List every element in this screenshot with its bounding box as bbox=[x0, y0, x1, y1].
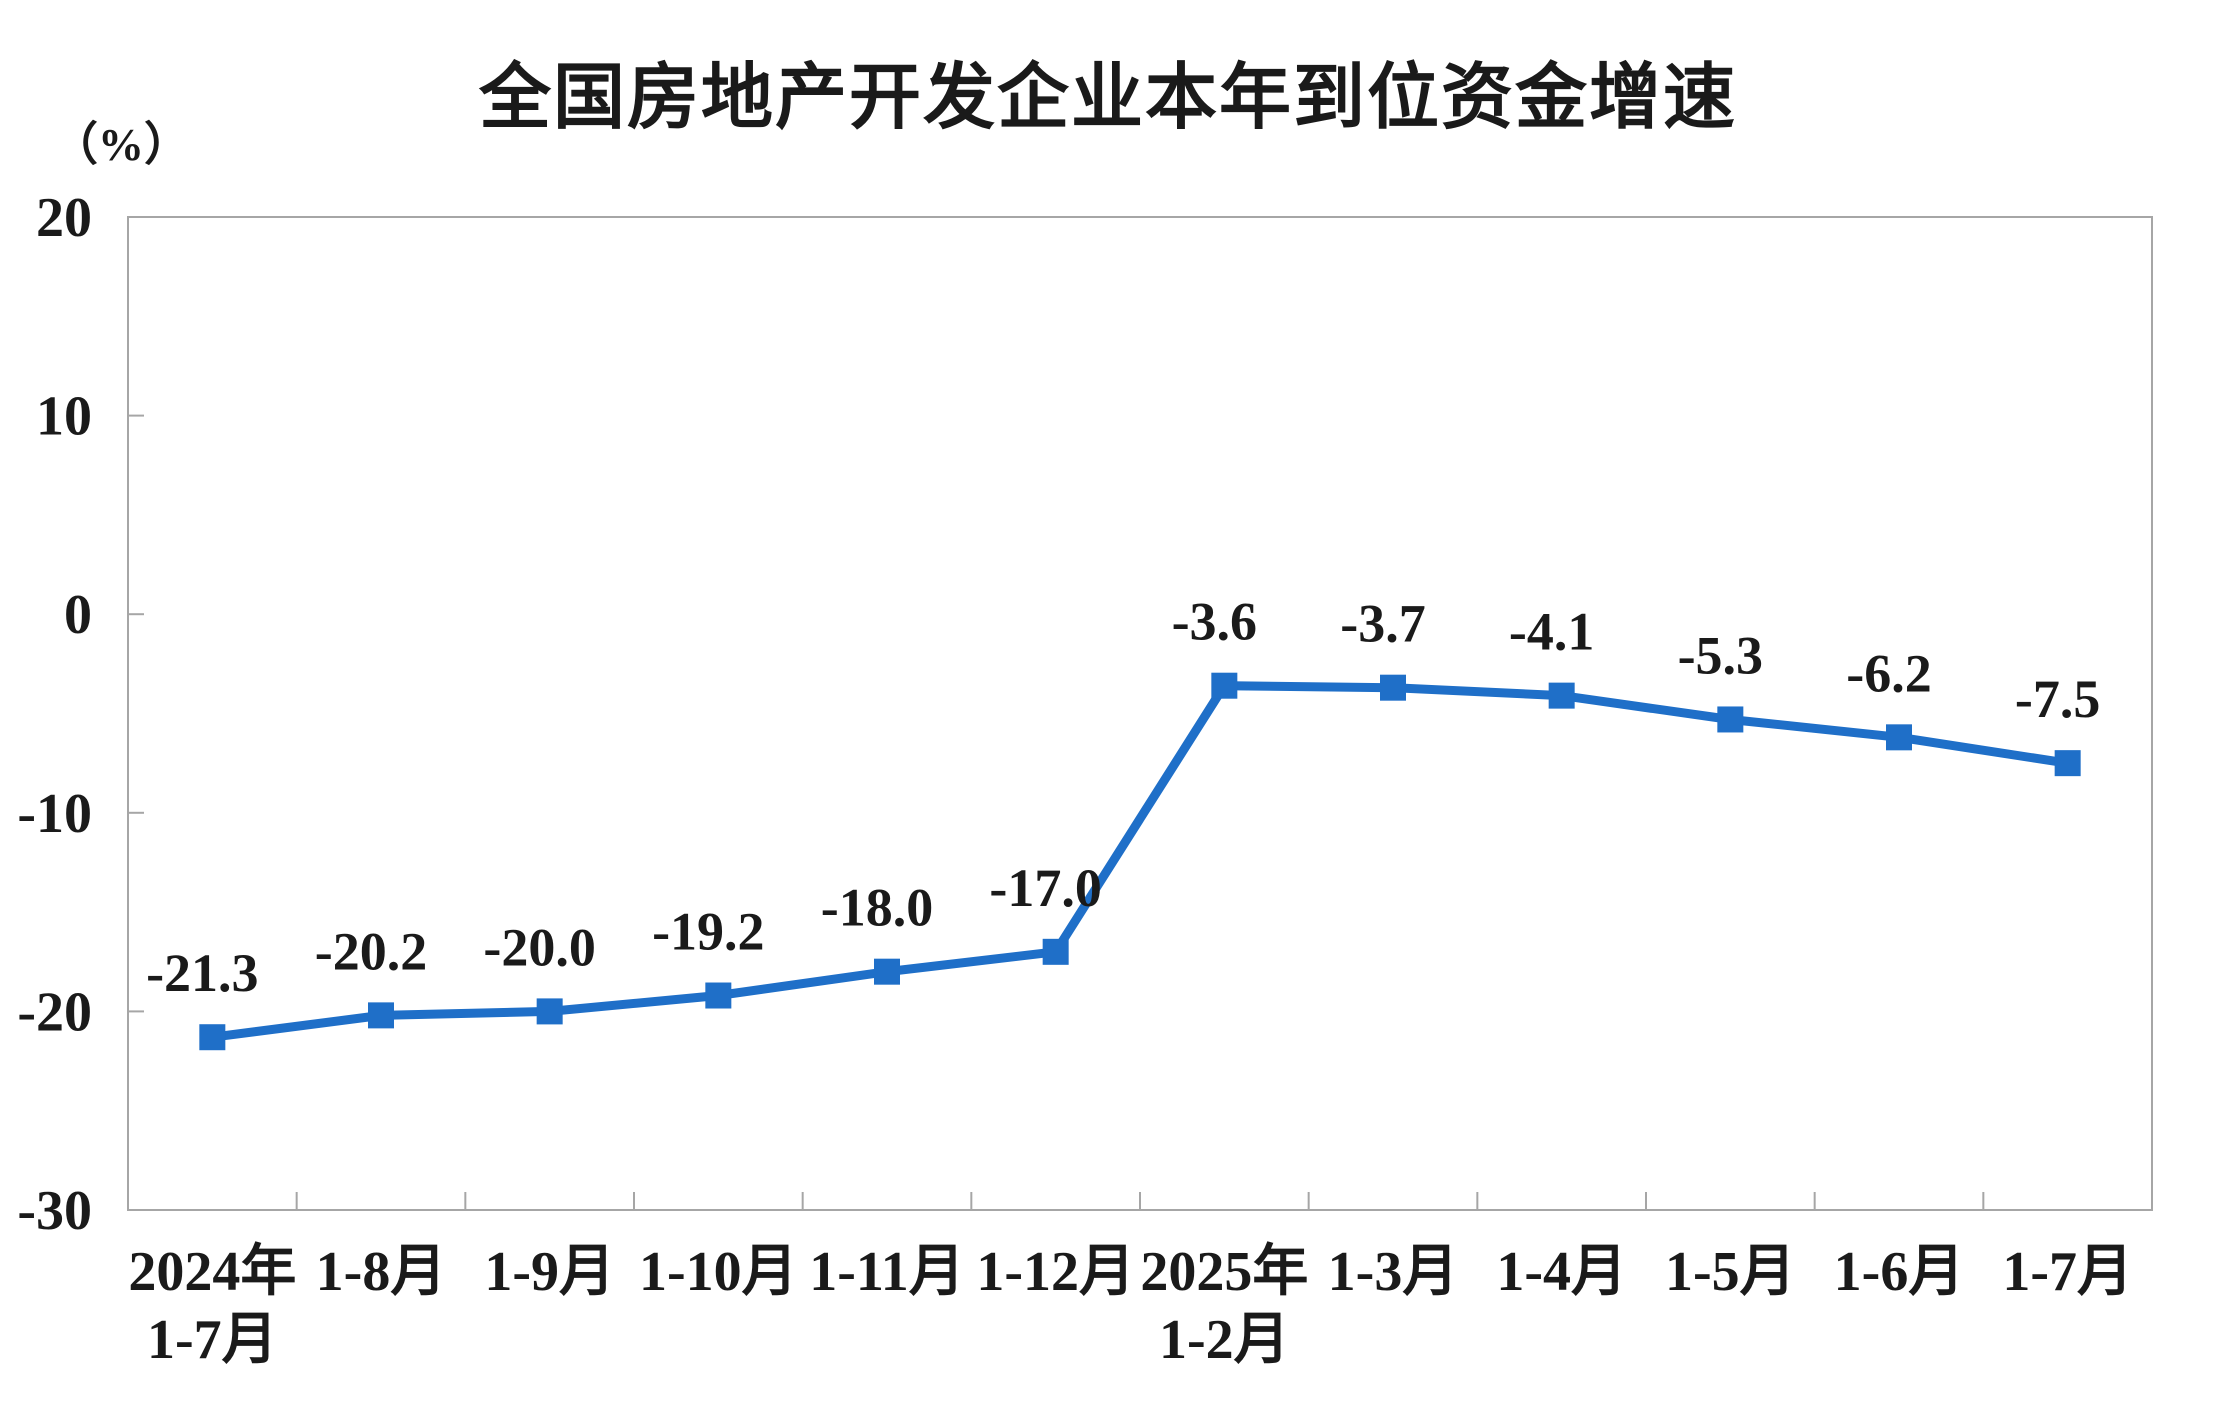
x-category-label: 1-8月 bbox=[316, 1241, 447, 1303]
data-label: -21.3 bbox=[146, 943, 258, 1003]
data-point-marker bbox=[368, 1002, 394, 1029]
x-category-label: 1-7月 bbox=[2002, 1241, 2133, 1303]
y-axis-unit-label: （%） bbox=[52, 119, 190, 170]
x-category-label: 1-11月 bbox=[809, 1241, 965, 1303]
x-category-label: 1-4月 bbox=[1496, 1241, 1627, 1303]
data-line bbox=[211, 681, 2069, 1042]
data-label: -4.1 bbox=[1509, 602, 1594, 662]
data-label: -3.7 bbox=[1340, 594, 1425, 654]
x-category-label: 1-12月 bbox=[976, 1241, 1135, 1303]
data-label: -19.2 bbox=[652, 902, 764, 962]
y-tick-label: 10 bbox=[36, 386, 92, 448]
x-category-label: 1-6月 bbox=[1834, 1241, 1965, 1303]
plot-border bbox=[127, 216, 2153, 1211]
data-label: -5.3 bbox=[1678, 625, 1763, 685]
data-point-marker bbox=[1380, 674, 1406, 701]
y-tick-label: -30 bbox=[17, 1180, 92, 1242]
x-category-label: 2025年 bbox=[1140, 1241, 1308, 1303]
x-category-label: 2024年 bbox=[128, 1241, 296, 1303]
data-point-marker bbox=[1886, 724, 1912, 751]
data-point-marker bbox=[1717, 706, 1744, 733]
x-category-label: 1-10月 bbox=[639, 1241, 798, 1303]
data-point-marker bbox=[874, 958, 900, 985]
x-category-label: 1-3月 bbox=[1328, 1241, 1459, 1303]
data-point-marker bbox=[1211, 672, 1238, 699]
x-category-label: 1-9月 bbox=[484, 1241, 615, 1303]
data-point-marker bbox=[705, 982, 732, 1009]
y-tick-label: -10 bbox=[17, 783, 92, 845]
data-point-marker bbox=[536, 998, 563, 1025]
x-category-label: 1-7月 bbox=[147, 1309, 278, 1371]
data-point-marker bbox=[2054, 750, 2081, 777]
data-label: -18.0 bbox=[821, 878, 933, 938]
data-label: -6.2 bbox=[1846, 643, 1931, 703]
data-label: -3.6 bbox=[1172, 592, 1257, 652]
data-label: -20.0 bbox=[483, 917, 595, 977]
data-label: -7.5 bbox=[2015, 669, 2100, 729]
data-label: -17.0 bbox=[989, 858, 1101, 918]
y-tick-label: 20 bbox=[36, 187, 92, 249]
data-point-marker bbox=[199, 1024, 226, 1051]
data-label: -20.2 bbox=[315, 921, 427, 981]
chart-title: 全国房地产开发企业本年到位资金增速 bbox=[478, 58, 1737, 138]
y-tick-label: 0 bbox=[64, 584, 92, 646]
data-point-marker bbox=[1548, 682, 1575, 709]
x-category-label: 1-5月 bbox=[1665, 1241, 1796, 1303]
data-point-marker bbox=[1042, 938, 1069, 965]
x-category-label: 1-2月 bbox=[1159, 1309, 1290, 1371]
y-tick-label: -20 bbox=[17, 981, 92, 1043]
